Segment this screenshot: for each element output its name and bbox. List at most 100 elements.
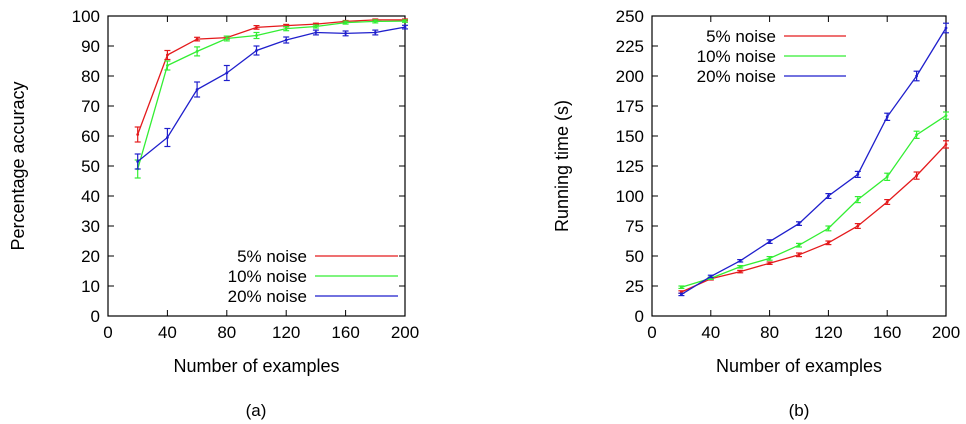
y-tick-label: 30: [81, 217, 100, 236]
y-tick-label: 0: [635, 307, 644, 326]
y-tick-label: 70: [81, 97, 100, 116]
x-tick-label: 80: [760, 323, 779, 342]
data-point: [284, 27, 288, 30]
y-tick-label: 225: [616, 37, 644, 56]
y-axis-label: Running time (s): [552, 100, 572, 232]
y-tick-label: 50: [81, 157, 100, 176]
x-axis-label: Number of examples: [716, 356, 882, 376]
data-point: [915, 133, 918, 137]
x-tick-label: 120: [272, 323, 300, 342]
data-point: [797, 253, 801, 257]
data-point: [314, 25, 318, 28]
data-point: [195, 50, 199, 53]
y-tick-label: 10: [81, 277, 100, 296]
y-tick-label: 100: [72, 7, 100, 26]
series-3: [678, 22, 949, 297]
series-2: [678, 111, 949, 289]
x-tick-label: 160: [873, 323, 901, 342]
data-point: [680, 293, 683, 296]
data-point: [827, 227, 830, 230]
series-1: [678, 140, 949, 294]
data-point: [768, 261, 771, 265]
y-tick-label: 175: [616, 97, 644, 116]
data-point: [225, 71, 229, 75]
data-point: [166, 53, 169, 57]
legend-label: 20% noise: [228, 287, 307, 306]
data-point: [827, 241, 830, 245]
data-point: [680, 285, 683, 289]
series-line: [137, 19, 405, 135]
data-point: [856, 173, 860, 176]
data-point: [738, 259, 742, 263]
data-point: [195, 37, 199, 41]
data-point: [885, 200, 889, 204]
data-point: [709, 275, 713, 278]
data-point: [166, 64, 169, 67]
data-point: [255, 34, 258, 37]
data-point: [255, 26, 258, 29]
data-point: [856, 224, 860, 228]
data-point: [255, 49, 258, 52]
x-tick-label: 80: [217, 323, 236, 342]
x-tick-label: 200: [391, 323, 419, 342]
chart-b: 0 40 80 120 160 200 0 25 50 75 100 125 150 175 200 225 2…: [552, 7, 960, 420]
data-point: [403, 19, 407, 23]
y-tick-label: 75: [625, 217, 644, 236]
chart-caption: (a): [246, 401, 267, 420]
series-3: [134, 24, 408, 170]
data-point: [768, 240, 771, 244]
y-tick-label: 250: [616, 7, 644, 26]
data-point: [915, 174, 918, 178]
data-point: [344, 32, 347, 35]
data-point: [827, 194, 830, 198]
y-tick-label: 0: [91, 307, 100, 326]
x-axis-label: Number of examples: [173, 356, 339, 376]
data-point: [944, 114, 948, 117]
y-tick-label: 90: [81, 37, 100, 56]
y-tick-label: 50: [625, 247, 644, 266]
data-point: [284, 38, 288, 42]
x-tick-label: 40: [701, 323, 720, 342]
x-tick-label: 120: [814, 323, 842, 342]
legend-label: 10% noise: [697, 47, 776, 66]
series-line: [681, 115, 947, 288]
data-point: [738, 270, 742, 273]
data-point: [373, 20, 377, 23]
data-point: [797, 243, 801, 247]
data-point: [885, 175, 889, 179]
y-tick-label: 125: [616, 157, 644, 176]
series-line: [681, 143, 947, 293]
data-point: [403, 25, 407, 29]
data-point: [136, 160, 140, 163]
y-tick-label: 100: [616, 187, 644, 206]
series-line: [137, 26, 406, 163]
data-point: [195, 88, 199, 91]
y-tick-label: 40: [81, 187, 100, 206]
y-tick-label: 25: [625, 277, 644, 296]
data-point: [344, 21, 347, 24]
x-tick-label: 200: [932, 323, 960, 342]
legend-label: 5% noise: [237, 247, 307, 266]
data-point: [314, 31, 318, 34]
series-2: [134, 19, 408, 179]
x-tick-label: 0: [103, 323, 112, 342]
chart-caption: (b): [789, 401, 810, 420]
y-tick-label: 20: [81, 247, 100, 266]
x-tick-label: 0: [647, 323, 656, 342]
y-tick-label: 200: [616, 67, 644, 86]
y-tick-label: 80: [81, 67, 100, 86]
data-point: [768, 257, 771, 260]
data-point: [797, 222, 801, 226]
data-point: [944, 143, 948, 146]
data-point: [885, 115, 889, 119]
chart-a: 0 40 80 120 160 200 0 10 20 30 40 50 60 70 80 90 100 Numb…: [8, 7, 419, 420]
data-point: [166, 136, 169, 139]
data-point: [856, 198, 860, 202]
data-point: [944, 26, 948, 30]
y-axis-label: Percentage accuracy: [8, 81, 28, 250]
data-point: [915, 74, 918, 78]
data-point: [225, 37, 229, 40]
series-line: [137, 20, 406, 170]
y-tick-label: 150: [616, 127, 644, 146]
